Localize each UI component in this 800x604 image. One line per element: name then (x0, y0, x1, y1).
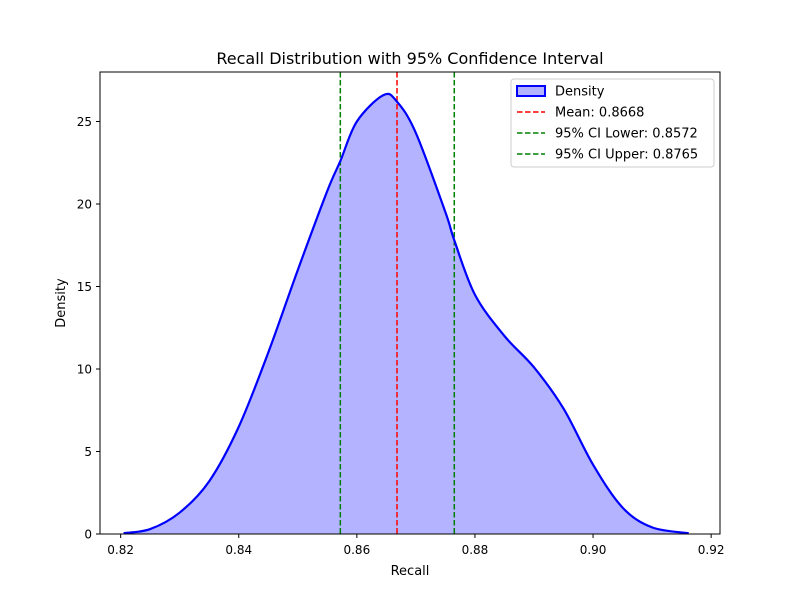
x-tick-label: 0.90 (580, 543, 607, 557)
legend-label: 95% CI Upper: 0.8765 (555, 148, 698, 163)
legend-label: 95% CI Lower: 0.8572 (555, 127, 698, 142)
x-tick-label: 0.86 (343, 543, 370, 557)
y-axis-label: Density (54, 278, 69, 328)
x-axis-label: Recall (391, 564, 430, 579)
x-tick-label: 0.88 (462, 543, 489, 557)
density-curve (123, 92, 689, 535)
legend-label: Mean: 0.8668 (555, 106, 644, 121)
legend-box (510, 78, 715, 168)
y-tick-label: 25 (77, 115, 92, 129)
y-tick-label: 15 (77, 280, 92, 294)
density-area (123, 93, 689, 535)
y-tick-label: 10 (77, 363, 92, 377)
legend-swatch-density (516, 85, 546, 97)
axes-frame (99, 71, 721, 535)
chart-title: Recall Distribution with 95% Confidence … (216, 49, 603, 68)
x-tick-label: 0.84 (225, 543, 252, 557)
y-tick-label: 0 (84, 528, 92, 542)
legend-label: Density (555, 85, 605, 100)
ticks-layer: 0.82 0.84 0.86 0.88 0.90 0.92 0 5 10 15 20 25 (77, 115, 725, 557)
x-tick-label: 0.92 (698, 543, 725, 557)
plot-layer (123, 72, 689, 535)
y-tick-label: 5 (84, 445, 92, 459)
x-tick-label: 0.82 (107, 543, 134, 557)
legend: Density Mean: 0.8668 95% CI Lower: 0.8572 9… (510, 78, 715, 168)
y-tick-label: 20 (77, 198, 92, 212)
